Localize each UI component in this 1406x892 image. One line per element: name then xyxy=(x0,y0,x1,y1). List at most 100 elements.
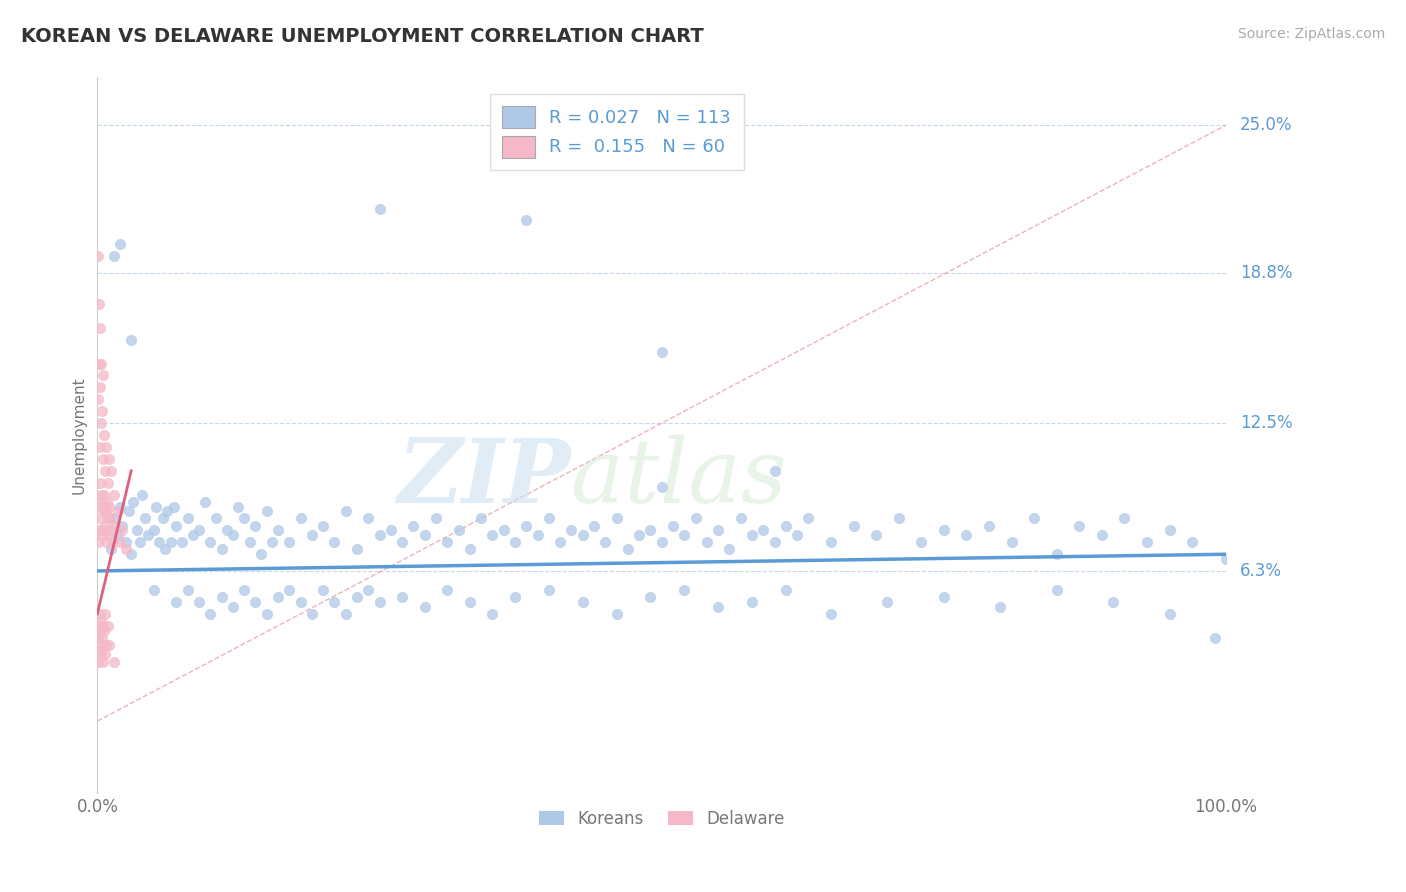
Text: atlas: atlas xyxy=(571,434,787,522)
Point xyxy=(582,518,605,533)
Point xyxy=(503,590,526,604)
Point xyxy=(211,590,233,604)
Point xyxy=(1114,511,1136,525)
Point xyxy=(152,511,174,525)
Point xyxy=(842,518,865,533)
Point xyxy=(87,655,110,669)
Point xyxy=(820,535,842,549)
Point xyxy=(932,524,955,538)
Point xyxy=(786,528,808,542)
Point xyxy=(593,535,616,549)
Point xyxy=(89,475,111,490)
Point xyxy=(145,500,167,514)
Point xyxy=(97,638,120,652)
Point xyxy=(90,638,112,652)
Point xyxy=(662,518,685,533)
Point xyxy=(651,535,673,549)
Point xyxy=(617,542,640,557)
Point xyxy=(148,535,170,549)
Point xyxy=(977,518,1000,533)
Point xyxy=(125,524,148,538)
Point xyxy=(104,518,127,533)
Point xyxy=(876,595,898,609)
Point xyxy=(228,500,250,514)
Point xyxy=(346,590,368,604)
Point xyxy=(114,535,136,549)
Point xyxy=(301,528,323,542)
Point xyxy=(301,607,323,621)
Point xyxy=(1069,518,1091,533)
Point xyxy=(323,535,346,549)
Point xyxy=(1046,582,1069,597)
Text: 25.0%: 25.0% xyxy=(1240,116,1292,134)
Point xyxy=(87,524,110,538)
Point xyxy=(628,528,651,542)
Point xyxy=(312,582,335,597)
Point xyxy=(222,599,245,614)
Point xyxy=(118,504,141,518)
Point xyxy=(357,511,380,525)
Point xyxy=(278,535,301,549)
Point xyxy=(101,535,124,549)
Point xyxy=(436,582,458,597)
Point xyxy=(391,535,413,549)
Point xyxy=(368,528,391,542)
Point xyxy=(94,648,117,662)
Point xyxy=(267,590,290,604)
Point xyxy=(458,595,481,609)
Point xyxy=(865,528,887,542)
Point xyxy=(571,595,593,609)
Point xyxy=(120,547,142,561)
Point xyxy=(1102,595,1125,609)
Point xyxy=(89,320,111,334)
Point xyxy=(87,619,110,633)
Point xyxy=(98,511,121,525)
Point xyxy=(97,500,120,514)
Point xyxy=(89,440,111,454)
Point xyxy=(142,524,165,538)
Point xyxy=(458,542,481,557)
Point xyxy=(159,535,181,549)
Point xyxy=(89,500,111,514)
Point xyxy=(91,524,114,538)
Point xyxy=(93,624,115,638)
Point xyxy=(932,590,955,604)
Point xyxy=(108,535,131,549)
Point xyxy=(96,619,118,633)
Point xyxy=(217,524,239,538)
Point xyxy=(763,535,786,549)
Point xyxy=(606,607,628,621)
Point xyxy=(239,535,262,549)
Point xyxy=(89,624,111,638)
Point xyxy=(96,511,118,525)
Point xyxy=(245,518,267,533)
Point xyxy=(87,357,110,371)
Point xyxy=(91,495,114,509)
Point xyxy=(91,451,114,466)
Point xyxy=(129,535,152,549)
Point xyxy=(90,404,112,418)
Point xyxy=(90,528,112,542)
Point xyxy=(100,464,122,478)
Text: 12.5%: 12.5% xyxy=(1240,414,1292,432)
Point xyxy=(181,528,204,542)
Point xyxy=(89,380,111,394)
Point xyxy=(262,535,284,549)
Point xyxy=(640,524,662,538)
Point xyxy=(89,607,111,621)
Point xyxy=(165,595,187,609)
Point xyxy=(94,607,117,621)
Text: Source: ZipAtlas.com: Source: ZipAtlas.com xyxy=(1237,27,1385,41)
Point xyxy=(413,528,436,542)
Point xyxy=(312,518,335,533)
Point xyxy=(537,511,560,525)
Point xyxy=(290,511,312,525)
Point xyxy=(97,528,120,542)
Point xyxy=(250,547,273,561)
Point xyxy=(93,518,115,533)
Point xyxy=(526,528,548,542)
Point xyxy=(111,524,134,538)
Point xyxy=(96,638,118,652)
Point xyxy=(887,511,910,525)
Point xyxy=(90,614,112,628)
